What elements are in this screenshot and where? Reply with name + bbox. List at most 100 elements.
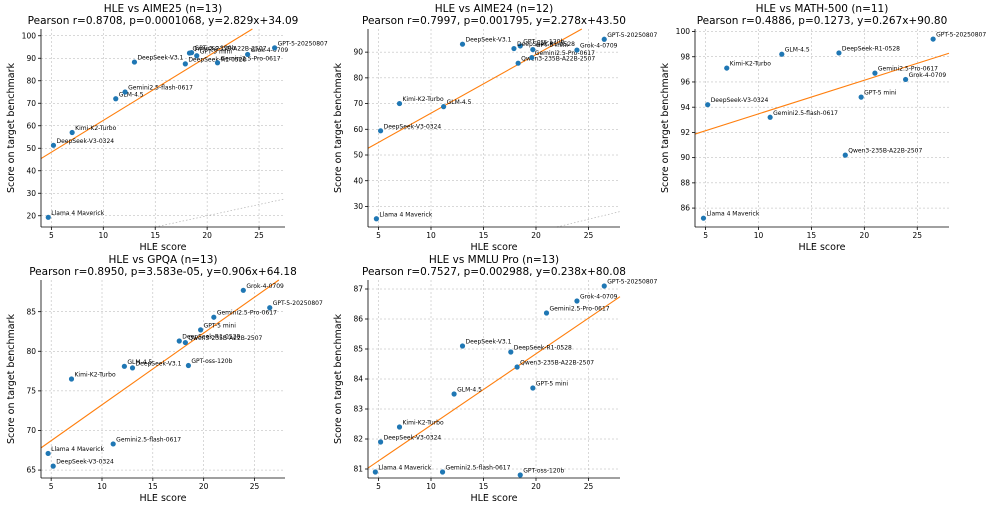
data-point [779,51,785,57]
data-point [45,214,51,220]
point-label: Grok-4-0709 [246,283,284,290]
x-tick-label: 15 [148,482,158,491]
x-tick-label: 5 [703,231,708,240]
data-point [373,216,379,222]
point-label: Kimi-K2-Turbo [403,96,444,103]
point-label: Llama 4 Maverick [379,211,432,218]
chart-subtitle: Pearson r=0.7527, p=0.002988, y=0.238x+8… [362,266,626,278]
x-tick-label: 20 [531,231,541,240]
x-tick-label: 10 [97,482,107,491]
data-point [530,46,536,53]
data-point [45,450,51,457]
fit-line [694,52,950,135]
y-tick-label: 20 [26,211,36,220]
data-point [50,463,56,469]
point-label: Gemini2.5-Pro-0617 [535,50,595,57]
point-label: GPT-5 mini [204,322,237,329]
x-tick-label: 10 [99,231,109,240]
point-label: GPT-5 mini [864,90,897,97]
y-tick-label: 92 [680,128,690,137]
data-point [530,385,536,391]
data-point [50,142,57,148]
fit-line [367,28,583,149]
y-tick-label: 70 [353,99,363,108]
x-tick-label: 5 [376,482,381,491]
point-label: GPT-5-20250807 [278,40,328,47]
x-tick-label: 25 [584,231,594,240]
data-point [182,339,188,346]
point-label: Llama 4 Maverick [706,211,759,218]
data-point [511,45,517,52]
point-label: DeepSeek-V3-0324 [56,138,114,145]
data-point [836,50,842,56]
data-point [122,89,128,95]
point-label: GLM-4.5 [785,47,810,54]
chart-subtitle: Pearson r=0.4886, p=0.1273, y=0.267x+90.… [697,15,948,27]
point-label: Gemini2.5-Pro-0617 [217,310,277,317]
chart-panel-5: 5 10 15 20 25 81 82 83 84 85 86 87 Llama 4 Maverick D… [333,254,658,504]
x-tick-label: 20 [531,482,541,491]
identity-diagonal [155,198,286,228]
point-label: GPT-5-20250807 [273,300,323,307]
x-tick-label: 5 [49,231,54,240]
data-point [543,310,550,316]
x-axis-label: HLE score [471,242,518,253]
point-label: Llama 4 Maverick [51,210,104,217]
point-label: Gemini2.5-Pro-0617 [550,306,610,313]
y-tick-label: 82 [353,435,363,444]
data-point [372,469,378,475]
data-point [198,327,204,333]
point-label: Grok-4-0709 [580,294,618,301]
data-point [724,65,730,71]
x-tick-label: 15 [807,231,817,240]
y-tick-label: 98 [680,52,690,61]
x-tick-label: 5 [376,231,381,240]
data-point [240,287,246,293]
x-tick-label: 15 [150,231,160,240]
y-tick-label: 75 [26,386,36,395]
y-tick-label: 96 [680,78,690,87]
x-tick-label: 25 [250,482,260,491]
point-label: Llama 4 Maverick [51,446,104,453]
point-label: GPT-5-20250807 [607,32,657,39]
y-tick-label: 50 [26,144,36,153]
point-label: Kimi-K2-Turbo [403,420,444,427]
data-point [529,54,535,61]
point-label: Qwen3-235B-A22B-2507 [188,335,262,342]
y-tick-label: 85 [26,307,36,316]
point-label: GLM-4.5 [119,91,144,98]
x-tick-label: 10 [754,231,764,240]
data-point [700,215,707,221]
data-point [131,59,138,65]
data-point [705,102,711,108]
y-tick-label: 94 [680,103,690,112]
data-point [185,362,192,369]
data-point [182,61,188,67]
x-axis-label: HLE score [140,242,187,253]
y-tick-label: 90 [26,54,36,63]
point-label: GPT-oss-120b [523,468,564,475]
data-point [508,349,514,355]
y-tick-label: 40 [353,176,363,185]
fit-line [40,28,253,160]
data-point [451,391,457,397]
data-point [903,76,909,83]
point-label: DeepSeek-R1-0528 [182,333,240,340]
y-tick-label: 84 [353,375,363,384]
point-label: Kimi-K2-Turbo [75,125,116,132]
y-axis-label: Score on target benchmark [660,63,671,194]
x-tick-label: 25 [254,231,264,240]
data-point [245,51,251,58]
data-point [186,50,193,56]
y-tick-label: 88 [680,178,690,187]
y-axis-label: Score on target benchmark [6,63,17,194]
point-label: Kimi-K2-Turbo [730,61,771,68]
chart-panel-1: 5 10 15 20 25 20 30 40 50 60 70 80 90 100 Llama 4 Mave… [6,3,328,253]
data-point [272,45,278,51]
point-label: GPT-5 mini [536,42,569,49]
y-tick-label: 60 [26,121,36,130]
y-tick-label: 100 [22,31,37,40]
x-tick-label: 15 [479,482,489,491]
data-point [872,70,878,76]
data-point [517,43,523,49]
